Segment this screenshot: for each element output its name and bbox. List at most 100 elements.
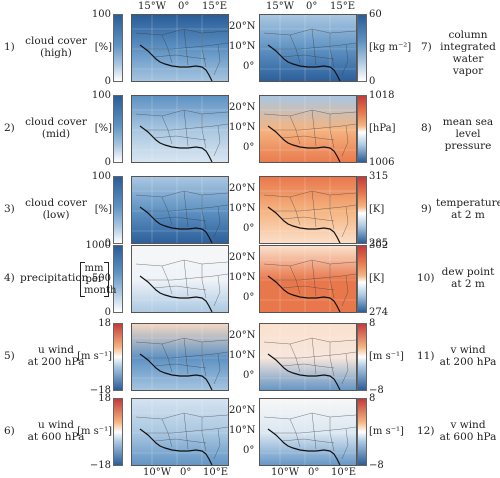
left-colorbar-5: [113, 323, 123, 391]
map-svg-right-1: [260, 15, 356, 81]
coastline: [267, 206, 341, 243]
coastline: [267, 275, 341, 312]
country-border: [153, 135, 207, 141]
country-border: [311, 28, 317, 66]
country-border: [161, 34, 173, 64]
country-border: [213, 206, 221, 238]
left-cb-top-6: 18: [98, 393, 111, 404]
country-border: [146, 273, 228, 281]
right-cb-top-4: 302: [369, 240, 389, 251]
left-unit-line-2-4: per: [85, 274, 103, 285]
map-svg-right-4: [260, 246, 356, 312]
country-border: [289, 115, 301, 145]
lat-tick-1-row-6: 20°N: [229, 405, 256, 416]
country-border: [274, 204, 356, 212]
right-unit-4: [K]: [369, 273, 385, 284]
left-label-line1-5: u wind: [38, 344, 74, 356]
country-border: [213, 125, 221, 157]
country-border: [281, 285, 335, 291]
country-border: [161, 265, 173, 295]
country-border: [183, 28, 189, 66]
field-fill: [260, 96, 356, 162]
country-border: [281, 363, 335, 369]
country-border: [201, 33, 207, 68]
lat-tick-2-row-2: 10°N: [229, 122, 256, 133]
right-label-line1-3: temperature: [436, 197, 500, 209]
right-label-line1-2: mean sea: [442, 116, 494, 128]
country-border: [146, 123, 228, 131]
coastline: [139, 353, 213, 390]
right-unit-3: [K]: [369, 204, 385, 215]
bottom-lon-tick-right-2: 0°: [308, 467, 320, 478]
country-border: [281, 135, 335, 141]
country-border: [274, 42, 356, 50]
right-cb-top-6: 8: [369, 393, 376, 404]
right-cb-bottom-2: 1006: [369, 157, 395, 168]
country-border: [183, 259, 189, 297]
country-border: [341, 44, 349, 76]
coastline: [267, 44, 341, 81]
country-border: [135, 412, 228, 420]
left-panel-number-4: 4): [4, 272, 15, 284]
unit-bracket-right: [104, 262, 109, 297]
left-cb-top-3: 100: [91, 171, 111, 182]
bottom-lon-tick-left-1: 10°W: [143, 467, 172, 478]
left-cb-bottom-1: 0: [104, 76, 111, 87]
left-label-line2-5: at 200 hPa: [27, 356, 85, 368]
map-svg-left-1: [132, 15, 228, 81]
lat-tick-3-row-1: 0°: [243, 61, 255, 72]
country-border: [263, 259, 356, 267]
country-border: [153, 363, 207, 369]
country-border: [311, 337, 317, 375]
left-panel-number-3: 3): [4, 203, 15, 215]
left-label-line2-2: (mid): [41, 128, 71, 140]
left-cb-top-5: 18: [98, 318, 111, 329]
country-border: [289, 196, 301, 226]
country-border: [281, 216, 335, 222]
coastline: [267, 353, 341, 390]
right-label-line2-6: at 600 hPa: [439, 431, 497, 443]
country-border: [201, 114, 207, 149]
right-colorbar-4: [357, 245, 367, 313]
country-border: [201, 342, 207, 377]
map-svg-right-2: [260, 96, 356, 162]
left-panel-number-6: 6): [4, 425, 15, 437]
right-unit-6: [m s⁻¹]: [369, 426, 404, 437]
left-cb-bottom-4: 0: [104, 307, 111, 318]
bottom-lon-tick-right-1: 10°W: [271, 467, 300, 478]
left-label-line2-3: (low): [42, 209, 70, 221]
country-border: [135, 259, 228, 267]
top-lon-tick-right-2: 0°: [306, 1, 318, 12]
map-panel-right-5: [259, 323, 357, 391]
country-border: [161, 343, 173, 373]
country-border: [153, 438, 207, 444]
map-svg-left-5: [132, 324, 228, 390]
left-unit-2: [%]: [94, 123, 112, 134]
right-colorbar-3: [357, 176, 367, 244]
left-panel-number-2: 2): [4, 122, 15, 134]
bottom-lon-tick-left-2: 0°: [180, 467, 192, 478]
country-border: [329, 195, 335, 230]
left-colorbar-4: [113, 245, 123, 313]
right-label-line3-1: water vapor: [452, 53, 484, 77]
country-border: [329, 33, 335, 68]
country-border: [161, 418, 173, 448]
lat-tick-1-row-4: 20°N: [229, 252, 256, 263]
lat-tick-1-row-1: 20°N: [229, 21, 256, 32]
right-unit-5: [m s⁻¹]: [369, 351, 404, 362]
lat-tick-3-row-6: 0°: [243, 445, 255, 456]
right-panel-number-6: 12): [417, 425, 435, 437]
country-border: [135, 337, 228, 345]
left-label-line1-3: cloud cover: [25, 197, 87, 209]
country-border: [289, 265, 301, 295]
country-border: [201, 417, 207, 452]
right-unit-1: [kg m⁻²]: [369, 42, 412, 53]
country-border: [213, 428, 221, 460]
map-svg-right-6: [260, 399, 356, 465]
country-border: [183, 109, 189, 147]
right-panel-number-1: 7): [421, 41, 432, 53]
country-border: [263, 337, 356, 345]
map-panel-left-1: [131, 14, 229, 82]
right-cb-top-3: 315: [369, 171, 389, 182]
country-border: [289, 418, 301, 448]
